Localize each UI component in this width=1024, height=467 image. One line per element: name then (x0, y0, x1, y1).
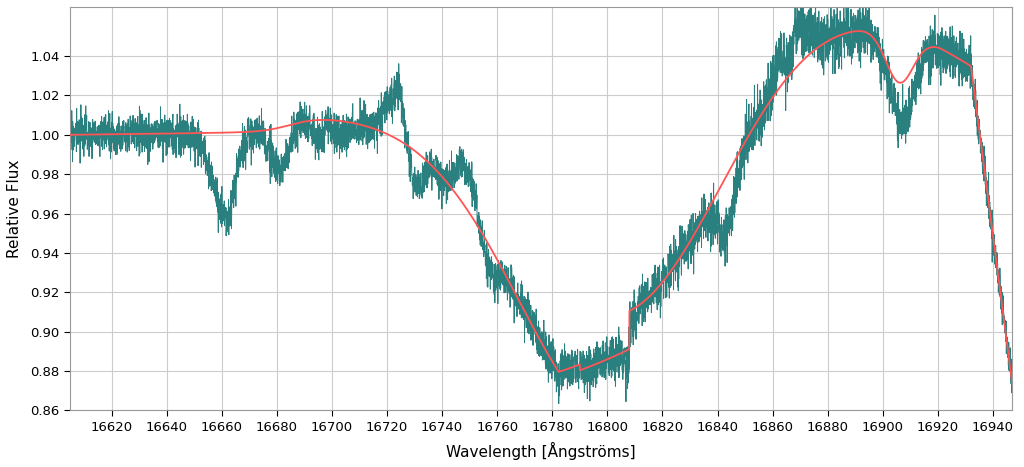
X-axis label: Wavelength [Ångströms]: Wavelength [Ångströms] (446, 442, 636, 460)
Y-axis label: Relative Flux: Relative Flux (7, 159, 22, 258)
